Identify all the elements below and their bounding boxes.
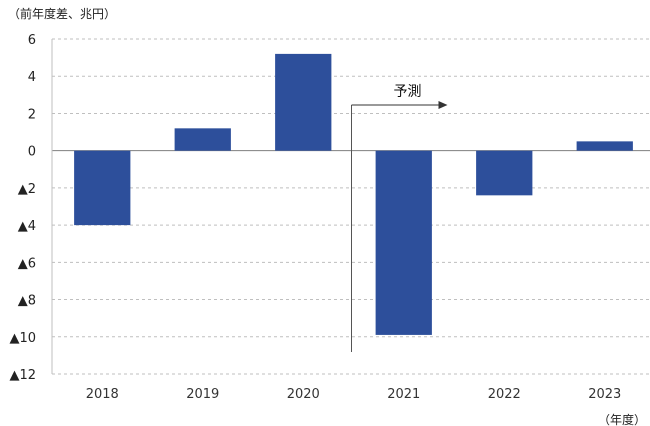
bars — [74, 53, 633, 335]
y-tick-label: ▲6 — [18, 256, 36, 271]
x-tick-label: 2022 — [488, 387, 521, 402]
bar-2018 — [74, 150, 131, 226]
y-tick-label: ▲8 — [18, 294, 36, 309]
y-tick-labels: 6 4 2 0 ▲2 ▲4 ▲6 ▲8 ▲10 ▲12 — [9, 33, 36, 383]
y-tick-label: 6 — [28, 33, 36, 48]
x-tick-label: 2020 — [287, 387, 320, 402]
gridlines — [51, 38, 650, 375]
bar-2020 — [275, 53, 332, 151]
bar-2021 — [375, 150, 432, 335]
bar-2023 — [576, 141, 633, 151]
x-tick-labels: 2018 2019 2020 2021 2022 2023 — [86, 387, 622, 402]
y-tick-label: ▲4 — [18, 219, 36, 234]
y-tick-label: 0 — [28, 145, 36, 160]
y-tick-label: ▲12 — [9, 368, 36, 383]
bar-2019 — [174, 128, 231, 151]
y-unit-label: （前年度差、兆円） — [8, 6, 116, 21]
x-unit-label: （年度） — [598, 412, 646, 426]
x-tick-label: 2021 — [387, 387, 420, 402]
x-tick-label: 2023 — [588, 387, 621, 402]
x-tick-label: 2019 — [186, 387, 219, 402]
forecast-arrow-head — [438, 101, 448, 109]
x-tick-label: 2018 — [86, 387, 119, 402]
y-tick-label: ▲10 — [9, 331, 36, 346]
forecast-label: 予測 — [394, 84, 422, 100]
y-tick-label: 4 — [28, 70, 36, 85]
y-tick-label: 2 — [28, 107, 36, 122]
forecast-annotation: 予測 — [351, 84, 448, 352]
bar-2022 — [476, 150, 533, 196]
y-tick-label: ▲2 — [18, 182, 36, 197]
